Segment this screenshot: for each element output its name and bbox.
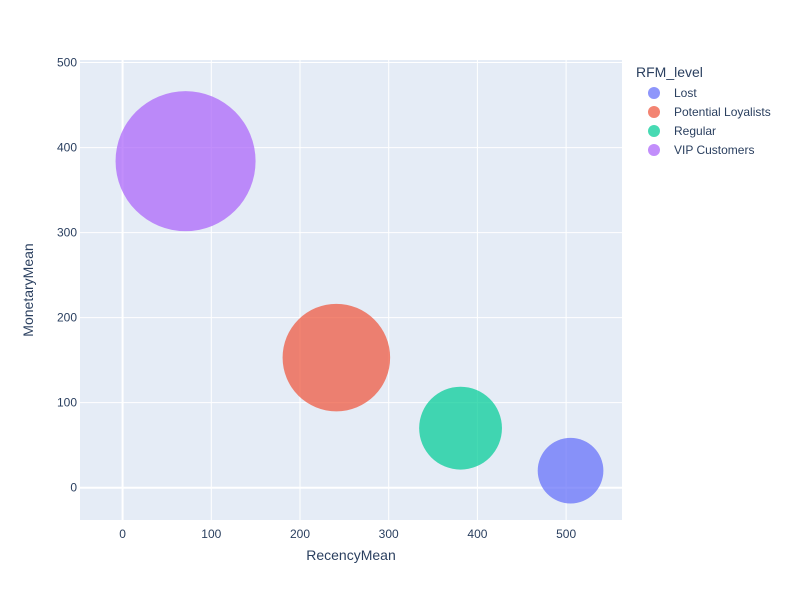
x-tick-label: 300 — [379, 527, 399, 541]
legend-item-potential-loyalists[interactable]: Potential Loyalists — [648, 105, 771, 119]
x-tick-label: 0 — [119, 527, 126, 541]
bubble-lost[interactable] — [537, 437, 604, 504]
legend-label: Regular — [674, 124, 716, 138]
x-tick-label: 500 — [556, 527, 576, 541]
x-tick-label: 100 — [201, 527, 221, 541]
y-tick-label: 300 — [57, 226, 77, 240]
bubbles — [115, 91, 604, 504]
legend: RFM_level Lost Potential Loyalists Regular… — [636, 64, 771, 157]
legend-item-regular[interactable]: Regular — [648, 124, 716, 138]
legend-label: VIP Customers — [674, 143, 754, 157]
y-tick-label: 400 — [57, 141, 77, 155]
legend-item-vip-customers[interactable]: VIP Customers — [648, 143, 754, 157]
legend-marker — [648, 125, 660, 137]
legend-label: Potential Loyalists — [674, 105, 771, 119]
y-tick-label: 200 — [57, 311, 77, 325]
y-axis-title: MonetaryMean — [20, 243, 36, 336]
y-tick-label: 500 — [57, 56, 77, 70]
grid — [80, 60, 622, 520]
legend-label: Lost — [674, 86, 697, 100]
y-axis-ticks: 0 100 200 300 400 500 — [57, 56, 77, 495]
x-tick-label: 400 — [467, 527, 487, 541]
legend-marker — [648, 87, 660, 99]
x-axis-ticks: 0 100 200 300 400 500 — [119, 527, 576, 541]
legend-title: RFM_level — [636, 64, 703, 80]
x-tick-label: 200 — [290, 527, 310, 541]
bubble-vip-customers[interactable] — [115, 91, 256, 232]
y-tick-label: 100 — [57, 396, 77, 410]
bubble-potential-loyalists[interactable] — [282, 303, 391, 412]
y-tick-label: 0 — [70, 481, 77, 495]
x-axis-title: RecencyMean — [306, 547, 396, 563]
legend-marker — [648, 144, 660, 156]
legend-marker — [648, 106, 660, 118]
legend-item-lost[interactable]: Lost — [648, 86, 697, 100]
bubble-regular[interactable] — [419, 386, 502, 470]
